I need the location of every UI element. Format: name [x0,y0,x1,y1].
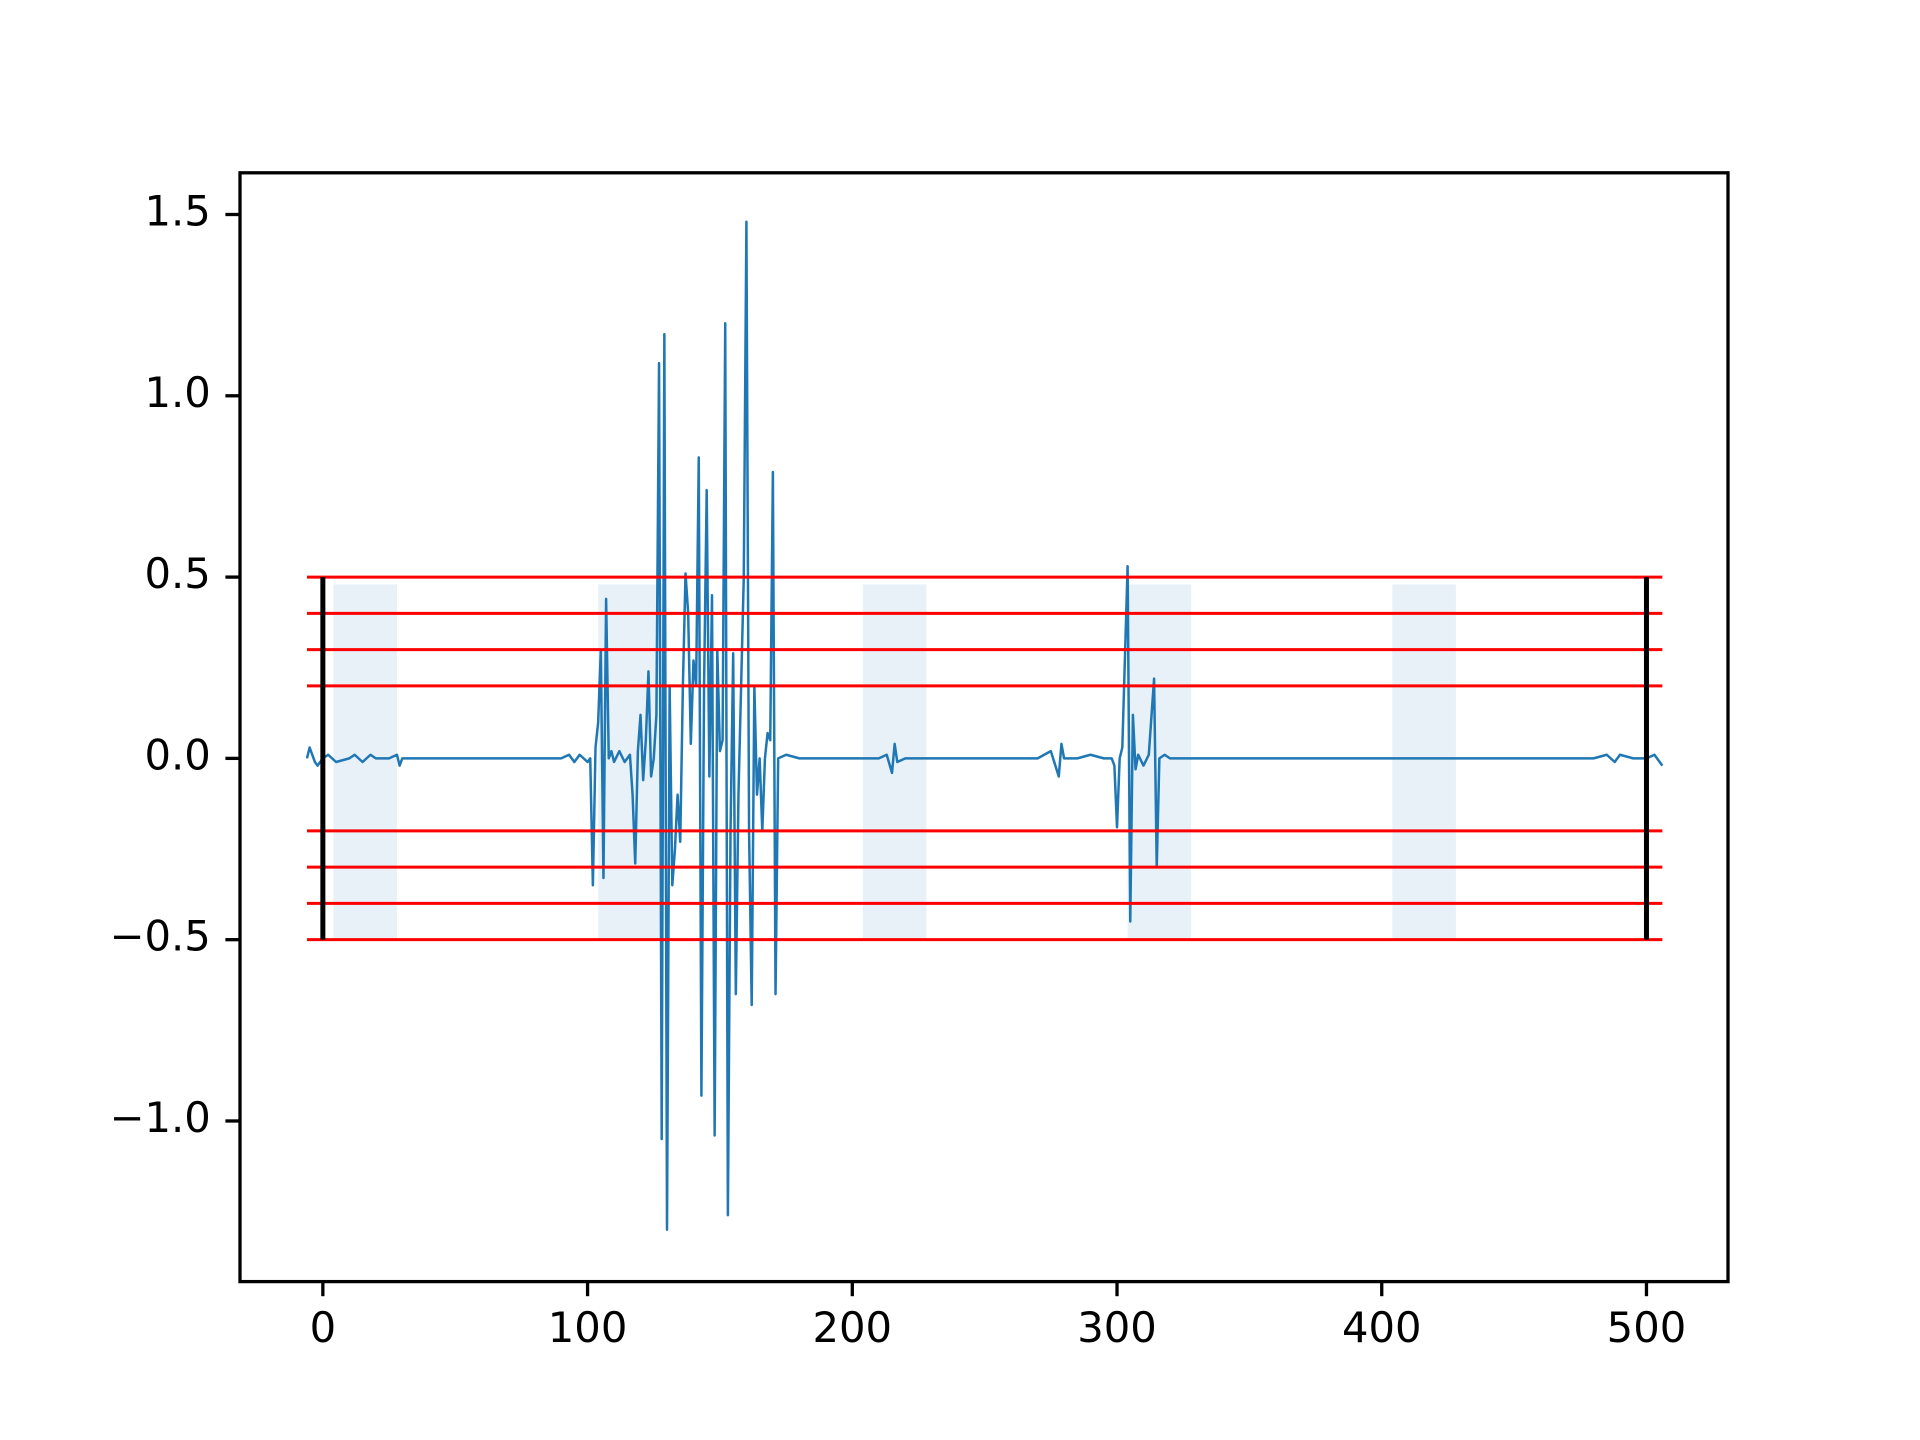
x-tick-label: 0 [310,1303,337,1352]
signal-line [305,220,1664,1231]
axes-frame [238,171,1730,1284]
x-tick-label: 200 [813,1303,893,1352]
shaded-span [333,584,397,940]
x-tick-label: 300 [1077,1303,1157,1352]
y-tick-label: −1.0 [110,1093,211,1142]
x-tick-label: 400 [1342,1303,1422,1352]
shaded-span [862,584,927,940]
y-tick-label: 1.0 [144,368,210,417]
x-tick-label: 500 [1607,1303,1687,1352]
y-tick-label: 0.5 [144,549,210,598]
y-tick-label: 1.5 [144,186,210,235]
y-tick-label: 0.0 [144,730,210,779]
y-tick-label: −0.5 [110,912,211,961]
shaded-span [1392,584,1456,940]
x-tick-label: 100 [548,1303,628,1352]
